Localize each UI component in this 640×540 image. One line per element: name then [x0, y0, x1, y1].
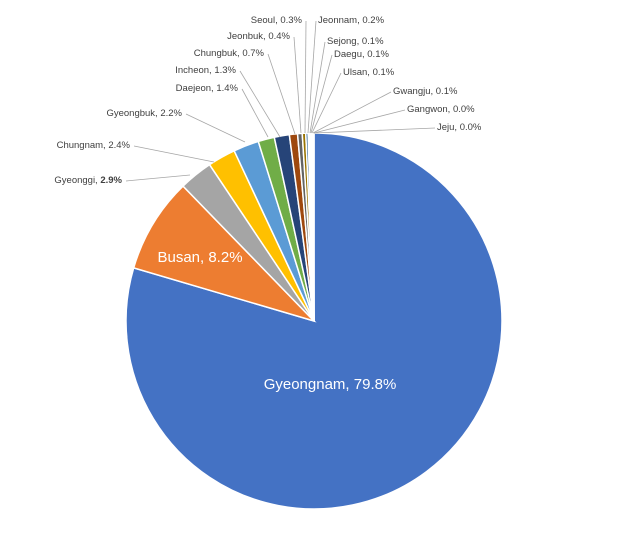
leader-line-chungbuk: [267, 53, 296, 135]
pie-labels: Gyeongnam, 79.8% Busan, 8.2% Gyeonggi, 2.9…: [54, 15, 482, 393]
data-label-gwangju: Gwangju, 0.1%: [393, 86, 458, 97]
leader-line-gangwon: [313, 109, 406, 134]
leader-line-daejeon: [241, 88, 269, 138]
leader-line-daegu: [310, 54, 333, 134]
pie-slices: [125, 132, 503, 510]
data-label-jeonnam: Jeonnam, 0.2%: [318, 15, 385, 26]
data-label-gyeongnam: Gyeongnam, 79.8%: [264, 376, 397, 393]
data-label-daejeon: Daejeon, 1.4%: [176, 83, 239, 94]
data-label-chungnam: Chungnam, 2.4%: [57, 140, 131, 151]
data-label-gangwon: Gangwon, 0.0%: [407, 104, 475, 115]
leader-line-jeonbuk: [293, 36, 302, 134]
data-label-busan: Busan, 8.2%: [157, 249, 242, 266]
leader-line-sejong: [309, 41, 326, 134]
leader-line-seoul: [304, 20, 307, 134]
data-label-chungbuk: Chungbuk, 0.7%: [194, 48, 265, 59]
data-label-seoul: Seoul, 0.3%: [251, 15, 303, 26]
data-label-jeonbuk: Jeonbuk, 0.4%: [227, 31, 290, 42]
leader-line-gyeonggi: [125, 174, 191, 182]
data-label-gyeonggi: Gyeonggi, 2.9%: [54, 175, 122, 186]
leader-line-jeju: [313, 127, 436, 134]
data-label-sejong: Sejong, 0.1%: [327, 36, 384, 47]
leader-line-incheon: [239, 70, 281, 138]
leader-line-chungnam: [133, 145, 215, 163]
data-label-incheon: Incheon, 1.3%: [175, 65, 236, 76]
leader-line-ulsan: [311, 72, 342, 134]
leader-line-jeonnam: [307, 20, 317, 134]
data-label-gyeongbuk: Gyeongbuk, 2.2%: [106, 108, 182, 119]
leader-line-gyeongbuk: [185, 113, 246, 143]
data-label-ulsan: Ulsan, 0.1%: [343, 67, 395, 78]
pie-slice-busan: [132, 185, 317, 323]
leader-line-gwangju: [312, 91, 392, 134]
data-label-jeju: Jeju, 0.0%: [437, 122, 482, 133]
data-label-daegu: Daegu, 0.1%: [334, 49, 389, 60]
pie-slice-jeju: [312, 132, 315, 322]
